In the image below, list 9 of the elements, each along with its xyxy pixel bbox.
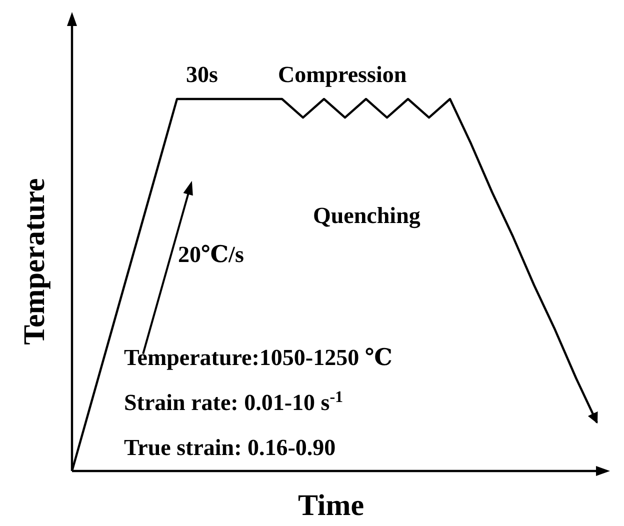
annotation: Quenching	[313, 203, 421, 229]
annotation: 20℃/s	[178, 242, 244, 267]
annotation: True strain: 0.16-0.90	[124, 435, 336, 460]
annotation: Temperature:1050-1250 ℃	[124, 345, 392, 370]
text: Compression	[278, 62, 407, 87]
x-axis-title: Time	[298, 489, 364, 522]
annotation: Strain rate: 0.01-10 s$^{-1}$	[124, 388, 344, 415]
y-axis-title: Temperature	[18, 178, 51, 345]
text: 30s	[186, 62, 218, 87]
